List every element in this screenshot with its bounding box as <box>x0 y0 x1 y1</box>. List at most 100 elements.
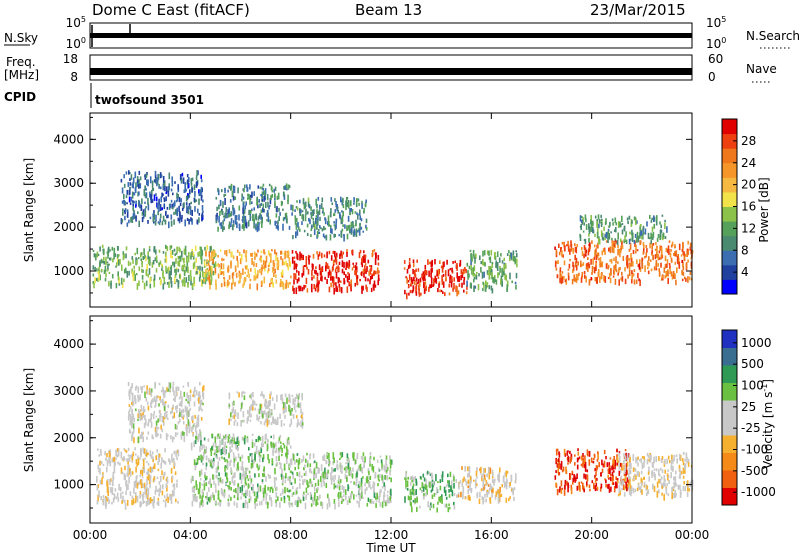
data-cell <box>132 395 134 402</box>
data-cell <box>125 491 127 495</box>
data-cell <box>378 255 380 260</box>
data-cell <box>149 249 151 252</box>
data-cell <box>324 217 326 220</box>
data-cell <box>156 268 158 273</box>
data-cell <box>361 271 363 276</box>
data-cell <box>188 206 190 210</box>
data-cell <box>192 284 194 289</box>
data-cell <box>171 189 173 192</box>
data-cell <box>276 503 278 508</box>
data-cell <box>239 273 241 279</box>
data-cell <box>238 392 240 397</box>
data-cell <box>662 456 664 460</box>
data-cell <box>322 211 324 213</box>
data-cell <box>143 459 145 466</box>
data-cell <box>258 409 260 412</box>
data-cell <box>175 450 177 457</box>
data-cell <box>260 404 262 411</box>
data-cell <box>646 248 648 253</box>
data-cell <box>559 278 561 283</box>
data-cell <box>258 473 260 477</box>
data-cell <box>152 459 154 462</box>
data-cell <box>285 251 287 255</box>
data-cell <box>321 482 323 487</box>
data-cell <box>282 258 284 265</box>
data-cell <box>618 494 620 497</box>
data-cell <box>271 442 273 448</box>
data-cell <box>206 482 208 486</box>
data-cell <box>361 482 363 486</box>
data-cell <box>243 420 245 423</box>
data-cell <box>619 456 621 462</box>
data-cell <box>612 459 614 464</box>
data-region <box>216 183 292 232</box>
data-cell <box>233 433 235 440</box>
data-cell <box>307 224 309 228</box>
data-cell <box>622 468 624 471</box>
data-cell <box>632 237 634 242</box>
data-cell <box>215 483 217 488</box>
data-cell <box>219 223 221 226</box>
data-cell <box>103 261 105 265</box>
data-cell <box>678 486 680 490</box>
data-cell <box>338 267 340 273</box>
data-cell <box>425 265 427 270</box>
data-cell <box>227 267 229 272</box>
data-cell <box>484 250 486 255</box>
data-cell <box>276 487 278 491</box>
data-cell <box>460 275 462 280</box>
data-cell <box>241 198 243 201</box>
data-cell <box>324 277 326 280</box>
data-cell <box>499 492 501 498</box>
data-cell <box>605 234 607 237</box>
data-cell <box>347 276 349 282</box>
data-cell <box>195 199 197 202</box>
data-cell <box>282 475 284 479</box>
data-cell <box>97 485 99 490</box>
data-cell <box>690 243 692 248</box>
data-cell <box>469 266 471 270</box>
data-cell <box>639 227 641 230</box>
colorbar-tick-label: 4 <box>741 265 749 279</box>
data-cell <box>148 463 150 466</box>
data-cell <box>576 247 578 253</box>
data-cell <box>476 471 478 477</box>
data-cell <box>306 480 308 485</box>
data-cell <box>642 263 644 269</box>
data-cell <box>171 200 173 203</box>
data-cell <box>584 275 586 279</box>
data-cell <box>605 218 607 224</box>
data-cell <box>128 416 130 421</box>
data-cell <box>429 262 431 265</box>
data-cell <box>194 395 196 398</box>
data-cell <box>189 413 191 417</box>
data-cell <box>142 476 144 478</box>
data-cell <box>135 482 137 488</box>
data-cell <box>654 473 656 477</box>
data-cell <box>555 475 557 480</box>
data-cell <box>607 267 609 270</box>
data-cell <box>571 485 573 489</box>
data-cell <box>210 484 212 488</box>
data-cell <box>193 263 195 269</box>
data-cell <box>609 489 611 493</box>
data-cell <box>190 390 192 394</box>
data-cell <box>318 197 320 201</box>
data-cell <box>577 486 579 491</box>
data-cell <box>617 480 619 483</box>
data-cell <box>193 488 195 493</box>
data-cell <box>191 183 193 186</box>
data-cell <box>124 500 126 503</box>
data-cell <box>687 276 689 283</box>
data-cell <box>149 278 151 283</box>
data-cell <box>634 240 636 244</box>
data-cell <box>654 266 656 270</box>
nave-tick-bottom: 0 <box>708 70 716 84</box>
data-cell <box>313 221 315 228</box>
data-cell <box>378 263 380 266</box>
data-cell <box>239 224 241 230</box>
data-cell <box>466 482 468 485</box>
data-cell <box>272 397 274 401</box>
data-cell <box>350 481 352 483</box>
data-cell <box>595 485 597 490</box>
